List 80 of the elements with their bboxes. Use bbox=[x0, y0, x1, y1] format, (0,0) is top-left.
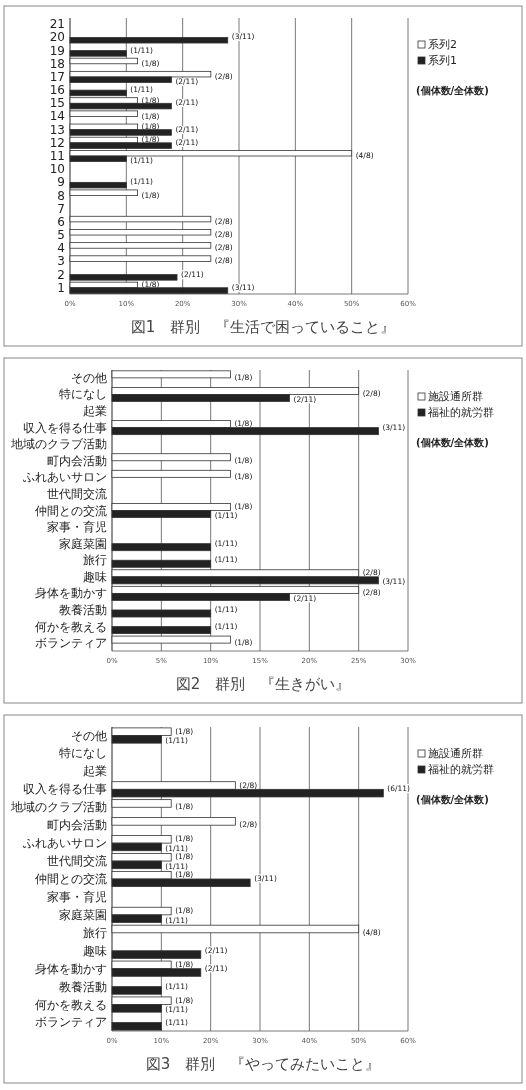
y-tick-label: 7 bbox=[57, 201, 65, 216]
text: 図3 群別 『やってみたいこと』 bbox=[145, 1055, 381, 1073]
bar bbox=[111, 370, 231, 379]
y-tick-label: 8 bbox=[57, 188, 65, 203]
y-tick-label: 町内会活動 bbox=[47, 453, 107, 468]
bar bbox=[111, 1022, 162, 1031]
bar bbox=[111, 609, 212, 618]
y-tick-label: 18 bbox=[49, 56, 65, 71]
text: (個体数/全体数) bbox=[416, 85, 489, 96]
y-tick-label: 13 bbox=[49, 122, 65, 137]
y-tick-label: 特になし bbox=[59, 746, 107, 761]
y-tick-label: 10 bbox=[49, 162, 65, 177]
y-tick-label: 21 bbox=[49, 17, 65, 32]
y-tick-label: 9 bbox=[57, 175, 65, 190]
bar bbox=[69, 37, 229, 44]
y-tick-label: 5 bbox=[57, 228, 65, 243]
y-tick-label: 3 bbox=[57, 254, 65, 269]
y-tick-label: 20 bbox=[49, 30, 65, 45]
y-tick-label: 家庭菜園 bbox=[59, 907, 107, 922]
y-tick-label: その他 bbox=[71, 370, 107, 385]
y-tick-label: 4 bbox=[57, 241, 65, 256]
y-tick-label: 世代間交流 bbox=[47, 854, 107, 869]
y-tick-label: 趣味 bbox=[83, 943, 107, 958]
y-tick-label: 教養活動 bbox=[59, 979, 107, 994]
y-tick-label: ボランティア bbox=[35, 1015, 107, 1030]
bar bbox=[111, 924, 360, 934]
y-tick-label: 12 bbox=[49, 135, 65, 150]
legend-label: 施設通所群 bbox=[428, 390, 483, 403]
y-tick-label: 17 bbox=[49, 69, 65, 84]
y-tick-label: 15 bbox=[49, 96, 65, 111]
y-tick-label: 起業 bbox=[83, 764, 107, 779]
y-tick-label: 家事・育児 bbox=[47, 520, 107, 535]
bar bbox=[111, 817, 236, 826]
y-tick-label: ふれあいサロン bbox=[22, 470, 107, 485]
y-tick-label: 家庭菜園 bbox=[59, 536, 107, 551]
legend-label: 福祉的就労群 bbox=[428, 763, 494, 776]
legend-label: 福祉的就労群 bbox=[428, 406, 494, 419]
y-tick-label: ボランティア bbox=[35, 636, 107, 651]
y-tick-label: 収入を得る仕事 bbox=[23, 782, 107, 797]
y-tick-label: 何かを教える bbox=[35, 619, 107, 634]
y-tick-label: 世代間交流 bbox=[47, 486, 107, 501]
y-tick-label: 2 bbox=[57, 267, 65, 282]
bar bbox=[111, 469, 231, 478]
bar bbox=[69, 242, 212, 249]
y-tick-label: 旅行 bbox=[83, 553, 107, 568]
y-tick-label: 趣味 bbox=[83, 569, 107, 584]
y-tick-label: 身体を動かす bbox=[35, 961, 107, 976]
bar bbox=[111, 543, 212, 552]
y-tick-label: 19 bbox=[49, 43, 65, 58]
y-tick-label: 地域のクラブ活動 bbox=[10, 437, 107, 452]
y-tick-label: 仲間との交流 bbox=[35, 872, 107, 886]
y-tick-label: 14 bbox=[49, 109, 65, 124]
legend-label: 系列1 bbox=[428, 54, 457, 67]
y-tick-label: ふれあいサロン bbox=[22, 836, 107, 851]
y-tick-label: 町内会活動 bbox=[47, 818, 107, 833]
y-tick-label: 6 bbox=[57, 214, 65, 229]
y-tick-label: 何かを教える bbox=[35, 997, 107, 1012]
text: 図2 群別 『生きがい』 bbox=[175, 675, 351, 693]
legend-label: 施設通所群 bbox=[428, 747, 483, 760]
y-tick-label: 旅行 bbox=[83, 925, 107, 940]
y-tick-label: 特になし bbox=[59, 387, 107, 402]
bar bbox=[69, 255, 212, 262]
y-tick-label: 11 bbox=[49, 149, 65, 163]
y-tick-label: 収入を得る仕事 bbox=[23, 420, 107, 435]
text: (個体数/全体数) bbox=[416, 437, 489, 448]
y-tick-label: その他 bbox=[71, 728, 107, 743]
bar bbox=[69, 229, 212, 236]
y-tick-label: 仲間との交流 bbox=[35, 503, 107, 518]
y-tick-label: 1 bbox=[57, 280, 65, 295]
bar bbox=[111, 453, 231, 462]
y-tick-label: 地域のクラブ活動 bbox=[10, 800, 107, 815]
y-tick-label: 16 bbox=[49, 83, 65, 98]
y-tick-label: 身体を動かす bbox=[35, 586, 107, 601]
y-tick-label: 起業 bbox=[83, 404, 107, 419]
text: 図1 群別 『生活で困っていること』 bbox=[130, 318, 396, 336]
text: (個体数/全体数) bbox=[416, 794, 489, 805]
y-tick-label: 教養活動 bbox=[59, 602, 107, 617]
y-tick-label: 家事・育児 bbox=[47, 889, 107, 904]
bar bbox=[69, 215, 212, 223]
legend-label: 系列2 bbox=[428, 38, 457, 51]
